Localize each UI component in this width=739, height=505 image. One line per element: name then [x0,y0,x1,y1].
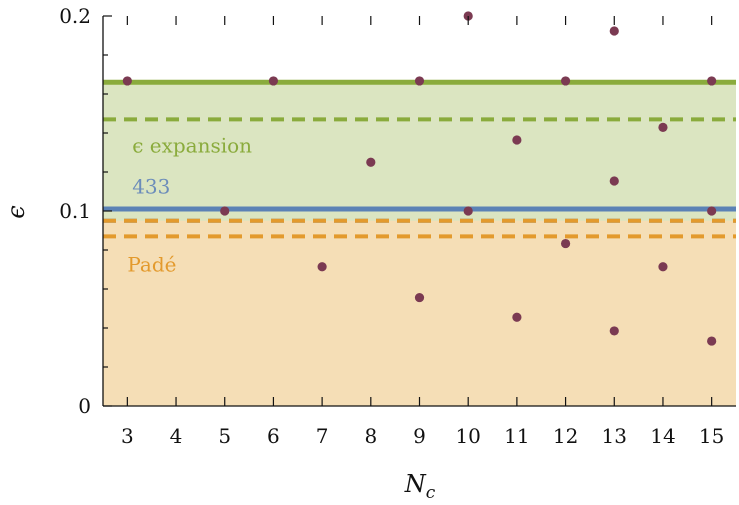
data-point-5 [414,76,425,86]
data-point-12 [560,238,571,249]
band-label-2: Padé [127,252,176,276]
x-tick-label-8: 11 [504,424,529,448]
band-label-0: ϵ expansion [132,134,252,158]
y-tick-label-1: 0.1 [59,199,91,223]
band-annotations: ϵ expansion 433 Padé [127,134,252,277]
x-tick-label-7: 10 [455,424,480,448]
x-tick-label-0: 3 [121,424,134,448]
data-point-6 [414,292,425,303]
data-points [122,11,717,346]
reference-lines [103,79,736,239]
x-tick-label-4: 7 [316,424,329,448]
band-label-1: 433 [132,174,170,198]
x-tick-label-11: 14 [650,424,675,448]
data-point-18 [707,76,717,86]
band-1 [103,220,736,406]
data-point-17 [658,262,668,272]
shaded-bands [103,82,736,407]
data-point-16 [658,122,668,132]
data-point-10 [512,312,522,322]
data-point-4 [366,157,376,167]
x-axis-title-subscript: c [426,483,436,503]
data-point-0 [122,76,132,86]
x-axis-title: Nc [404,470,436,503]
data-point-7 [463,11,473,21]
data-point-19 [707,206,717,216]
data-point-1 [220,206,230,216]
x-tick-label-10: 13 [602,424,627,448]
data-point-2 [268,76,279,86]
x-tick-label-5: 8 [364,424,377,448]
x-tick-label-2: 5 [218,424,231,448]
x-tick-label-3: 6 [267,424,280,448]
y-tick-label-2: 0.2 [59,4,91,28]
x-tick-label-9: 12 [553,424,578,448]
data-point-9 [512,135,522,145]
data-point-20 [707,336,717,346]
x-tick-label-12: 15 [699,424,724,448]
x-axis: 3 4 5 6 7 8 9 10 11 12 13 14 15 [121,16,724,448]
data-point-11 [560,76,571,86]
y-tick-label-0: 0 [78,394,91,418]
data-point-14 [609,176,619,186]
data-point-8 [463,206,473,216]
x-tick-label-1: 4 [170,424,183,448]
data-point-15 [609,326,619,336]
y-axis: 0 0.1 0.2 [59,4,112,418]
y-axis-title: ϵ [2,205,30,218]
x-tick-label-6: 9 [413,424,426,448]
data-point-3 [317,262,327,272]
data-point-13 [609,26,619,36]
